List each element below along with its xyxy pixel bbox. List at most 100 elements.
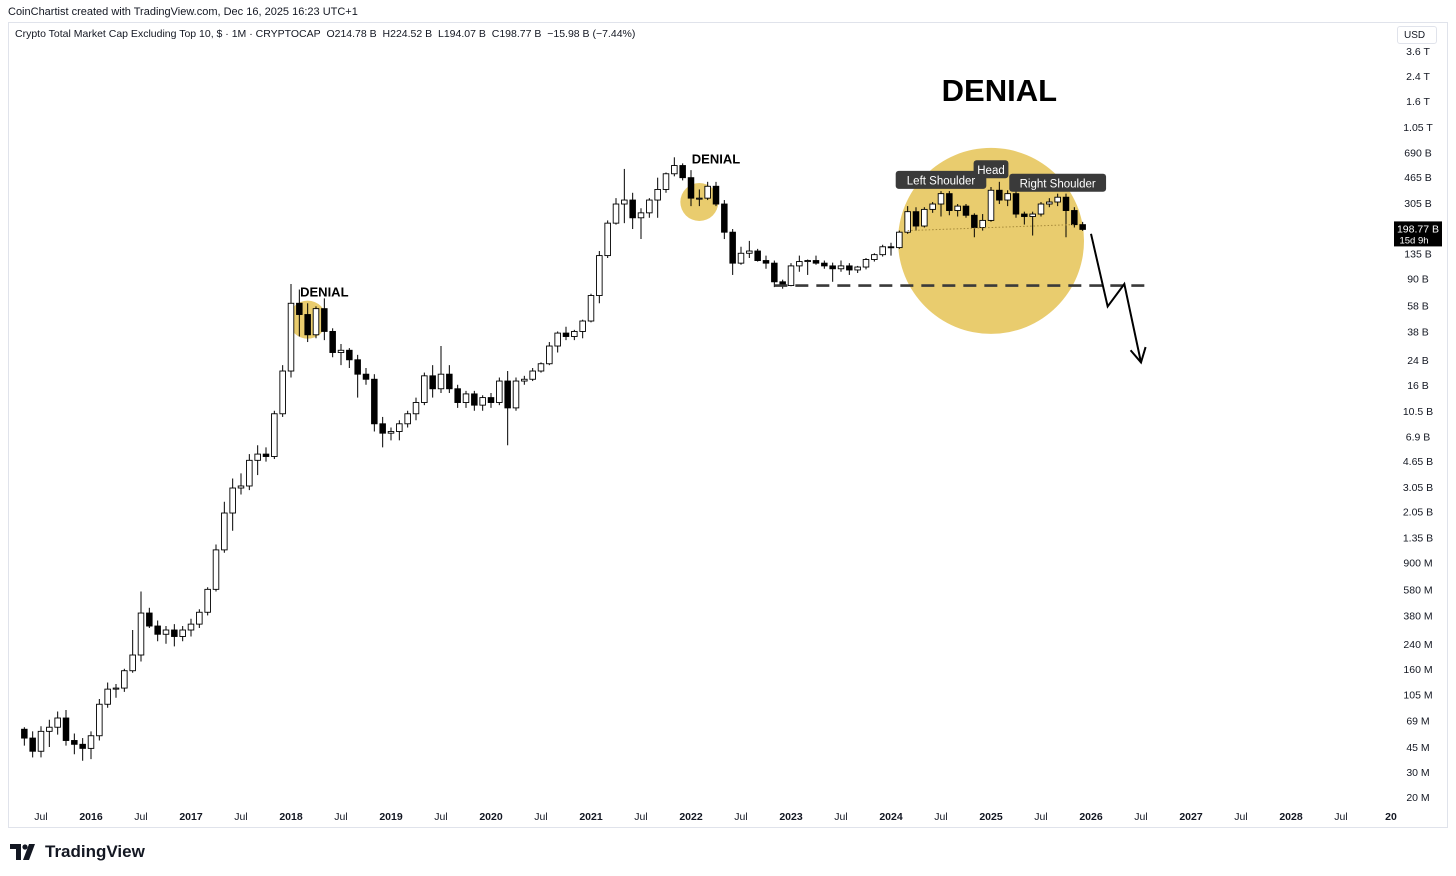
candle <box>954 204 961 217</box>
callout-box <box>895 170 987 189</box>
price-tag-value: 198.77 B <box>1397 223 1439 235</box>
candle <box>696 189 703 207</box>
candle <box>596 251 603 304</box>
candle <box>87 731 95 760</box>
candle <box>662 172 670 193</box>
candle <box>904 206 911 234</box>
y-tick-label: 45 M <box>1406 742 1429 754</box>
candle-body <box>254 453 261 461</box>
candle <box>521 375 528 385</box>
candle-body <box>671 165 678 175</box>
candle-body <box>887 246 895 249</box>
callout-box <box>973 160 1009 179</box>
candle-body <box>87 735 95 749</box>
candle-body <box>46 726 53 732</box>
x-tick-label: Jul <box>434 811 447 823</box>
candle <box>637 208 645 240</box>
x-tick-label: Jul <box>834 811 847 823</box>
footer-brand: TradingView <box>45 842 145 861</box>
candle-body <box>729 231 736 264</box>
candle-body <box>312 308 320 336</box>
candle-body <box>229 487 236 514</box>
candle <box>812 255 820 265</box>
currency-button[interactable]: USD <box>1397 26 1437 44</box>
candle-body <box>387 431 395 434</box>
candle <box>254 445 261 476</box>
candle <box>762 255 770 269</box>
candle-body <box>462 393 470 403</box>
y-tick-label: 90 B <box>1407 273 1429 285</box>
legend-low-label: L <box>438 28 444 40</box>
candle-body <box>687 177 695 199</box>
candle-body <box>754 250 761 261</box>
candle <box>1062 193 1070 238</box>
x-tick-label: 2028 <box>1279 811 1303 823</box>
candle <box>387 427 395 441</box>
candle-body <box>612 203 620 224</box>
candle-body <box>946 193 953 211</box>
x-tick-label: Jul <box>734 811 747 823</box>
candle-body <box>654 188 661 201</box>
candle <box>471 390 478 411</box>
denial-label: DENIAL <box>942 73 1057 108</box>
candle <box>829 262 836 282</box>
legend-high: 224.52 B <box>390 28 433 40</box>
candles-layer <box>21 157 1086 761</box>
candle <box>46 719 53 747</box>
x-tick-label: Jul <box>534 811 547 823</box>
candle-body <box>846 265 853 271</box>
candle <box>937 191 945 217</box>
symbol-legend: Crypto Total Market Cap Excluding Top 10… <box>15 28 635 40</box>
candle <box>1012 189 1020 218</box>
candle <box>262 447 270 462</box>
candle-body <box>29 737 36 752</box>
candle <box>1021 211 1028 225</box>
candle <box>537 362 545 373</box>
callout-text: Right Shoulder <box>1020 178 1096 190</box>
y-tick-label: 10.5 B <box>1403 406 1433 418</box>
candle <box>196 609 203 628</box>
candle <box>296 289 303 337</box>
candle <box>446 365 453 394</box>
candle <box>396 420 403 441</box>
x-tick-label: 2027 <box>1179 811 1203 823</box>
price-tag-box <box>1394 221 1442 247</box>
candle-body <box>987 189 995 221</box>
candle <box>62 709 70 746</box>
candle-body <box>262 453 270 457</box>
denial-label: DENIAL <box>692 151 740 166</box>
x-tick-label: 2019 <box>379 811 403 823</box>
candle-body <box>112 687 120 690</box>
candle <box>837 260 845 272</box>
candle-body <box>529 370 536 380</box>
candle <box>404 410 411 428</box>
candle <box>554 331 561 353</box>
candle <box>737 246 745 265</box>
candle-body <box>704 185 711 199</box>
x-tick-label: Jul <box>1234 811 1247 823</box>
candle <box>204 587 211 616</box>
candle-body <box>921 208 928 227</box>
candle-body <box>804 260 811 263</box>
candle-body <box>212 549 220 590</box>
candle <box>146 607 153 628</box>
y-tick-label: 58 B <box>1407 300 1429 312</box>
candle-body <box>679 165 686 179</box>
candle-body <box>554 332 561 347</box>
legend-low: 194.07 B <box>443 28 486 40</box>
candle-body <box>71 740 78 745</box>
x-tick-label: 2021 <box>579 811 603 823</box>
legend-close: 198.77 B <box>499 28 542 40</box>
candle-body <box>1021 213 1028 217</box>
candle <box>171 624 178 647</box>
candle <box>129 630 136 673</box>
candle-body <box>1046 201 1053 205</box>
candle-body <box>862 259 870 268</box>
chart-credit: CoinChartist created with TradingView.co… <box>8 6 358 18</box>
candle <box>729 229 736 275</box>
candle-body <box>171 629 178 637</box>
candle <box>71 733 78 755</box>
candle <box>337 343 345 366</box>
candle <box>329 328 336 358</box>
